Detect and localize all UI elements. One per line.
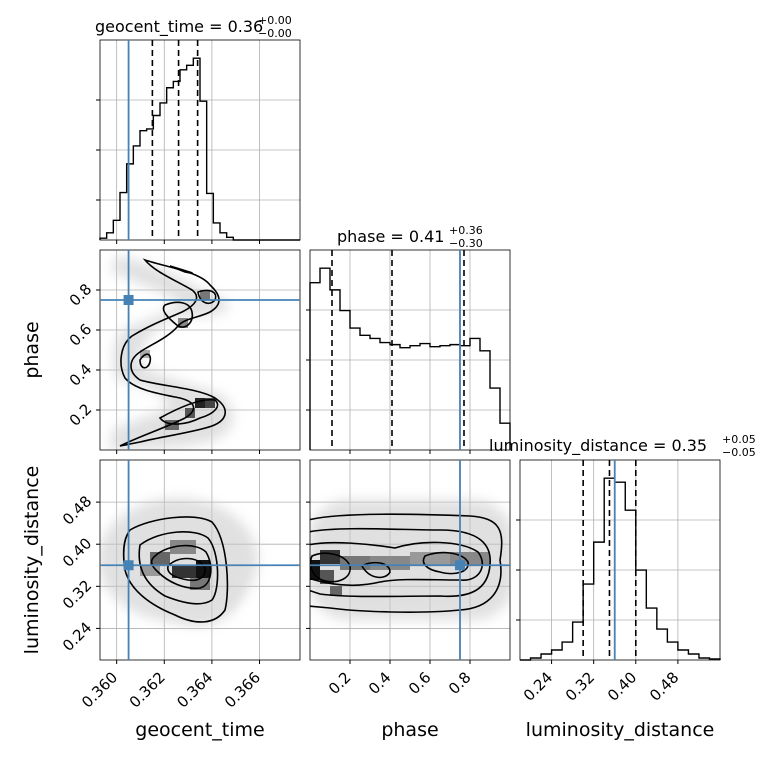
x-tick-label: 0.360	[78, 668, 121, 711]
svg-text:geocent_time = 0.36: geocent_time = 0.36	[95, 17, 263, 37]
y-axis-label-luminosity-distance: luminosity_distance	[21, 466, 43, 655]
y-tick-label: 0.6	[66, 320, 96, 350]
x-tick-label: 0.362	[126, 668, 169, 711]
hist-geocent-time	[99, 39, 301, 241]
y-axis-label-phase: phase	[21, 321, 43, 378]
x-tick-label: 0.366	[221, 668, 264, 711]
title-phase: phase = 0.41 +0.36 −0.30	[337, 224, 483, 250]
svg-text:+0.05: +0.05	[722, 433, 756, 446]
truth-marker	[123, 295, 134, 305]
density-distance-vs-geocent-time	[99, 459, 301, 661]
y-tick-label: 0.40	[59, 534, 95, 570]
y-tick-label: 0.2	[66, 400, 96, 430]
x-tick-label: 0.364	[173, 668, 216, 711]
density-phase-vs-geocent-time	[99, 249, 301, 451]
y-tick-label: 0.32	[59, 576, 95, 612]
hist-luminosity-distance	[519, 459, 721, 661]
title-luminosity-distance: luminosity_distance = 0.35 +0.05 −0.05	[489, 433, 756, 459]
histogram-step	[520, 477, 721, 661]
svg-text:−0.30: −0.30	[449, 237, 483, 250]
histogram-step	[99, 57, 300, 241]
x-tick-label: 0.32	[562, 668, 598, 704]
svg-text:phase = 0.41: phase = 0.41	[337, 227, 444, 246]
panel-frame	[99, 39, 301, 241]
x-tick-label: 0.6	[405, 668, 435, 698]
x-axis-label-luminosity-distance: luminosity_distance	[526, 719, 715, 741]
truth-marker	[455, 560, 465, 571]
hist-phase	[309, 249, 511, 451]
density-distance-vs-phase	[309, 459, 511, 661]
y-tick-label: 0.24	[59, 619, 95, 655]
y-tick-label: 0.48	[59, 492, 95, 528]
truth-marker	[123, 560, 134, 571]
x-axis-label-phase: phase	[381, 719, 438, 741]
svg-text:+0.36: +0.36	[449, 224, 483, 237]
truth-lines	[100, 40, 616, 660]
y-tick-label: 0.8	[66, 280, 96, 310]
x-tick-label: 0.2	[325, 668, 355, 698]
x-tick-label: 0.8	[445, 668, 475, 698]
title-geocent-time: geocent_time = 0.36 +0.00 −0.00	[95, 14, 292, 40]
panel-frame	[309, 249, 511, 451]
svg-text:−0.05: −0.05	[722, 446, 756, 459]
svg-text:−0.00: −0.00	[258, 27, 292, 40]
x-tick-label: 0.24	[520, 668, 556, 704]
x-axis-label-geocent-time: geocent_time	[135, 719, 264, 741]
svg-text:luminosity_distance = 0.35: luminosity_distance = 0.35	[489, 436, 707, 456]
x-tick-label: 0.48	[646, 668, 682, 704]
panel-frame	[519, 459, 721, 661]
histogram-step	[309, 267, 511, 450]
x-tick-label: 0.4	[365, 668, 395, 698]
y-tick-label: 0.4	[66, 360, 96, 390]
x-tick-label: 0.40	[604, 668, 640, 704]
svg-text:+0.00: +0.00	[258, 14, 292, 27]
